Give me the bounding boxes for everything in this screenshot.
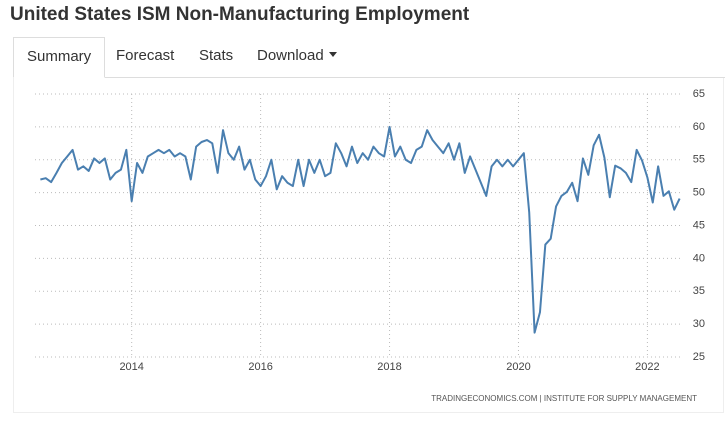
- tab-label[interactable]: Download: [257, 47, 324, 64]
- y-tick-label: 30: [693, 318, 705, 330]
- y-tick-label: 50: [693, 187, 705, 199]
- chart-container: [13, 78, 724, 413]
- x-tick-label: 2018: [377, 361, 401, 373]
- y-tick-label: 25: [693, 351, 705, 363]
- tab[interactable]: Forecast: [116, 47, 175, 64]
- y-tick-label: 40: [693, 252, 705, 264]
- tab[interactable]: Stats: [199, 47, 234, 64]
- tab[interactable]: Download: [257, 37, 337, 77]
- tab[interactable]: Summary: [13, 37, 106, 78]
- y-tick-label: 65: [693, 88, 705, 100]
- source-label: TRADINGECONOMICS.COM | INSTITUTE FOR SUP…: [431, 394, 697, 403]
- x-tick-label: 2020: [506, 361, 530, 373]
- x-tick-label: 2016: [248, 361, 272, 373]
- caret-icon: [328, 52, 337, 57]
- y-tick-label: 60: [693, 121, 705, 133]
- x-tick-label: 2014: [119, 361, 143, 373]
- y-tick-label: 55: [693, 154, 705, 166]
- y-tick-label: 35: [693, 285, 705, 297]
- x-tick-label: 2022: [635, 361, 659, 373]
- data-line: [40, 125, 681, 334]
- y-tick-label: 45: [693, 219, 705, 231]
- page-title: United States ISM Non-Manufacturing Empl…: [10, 4, 470, 25]
- tab-bar: Summary Forecast Stats Download: [13, 37, 725, 78]
